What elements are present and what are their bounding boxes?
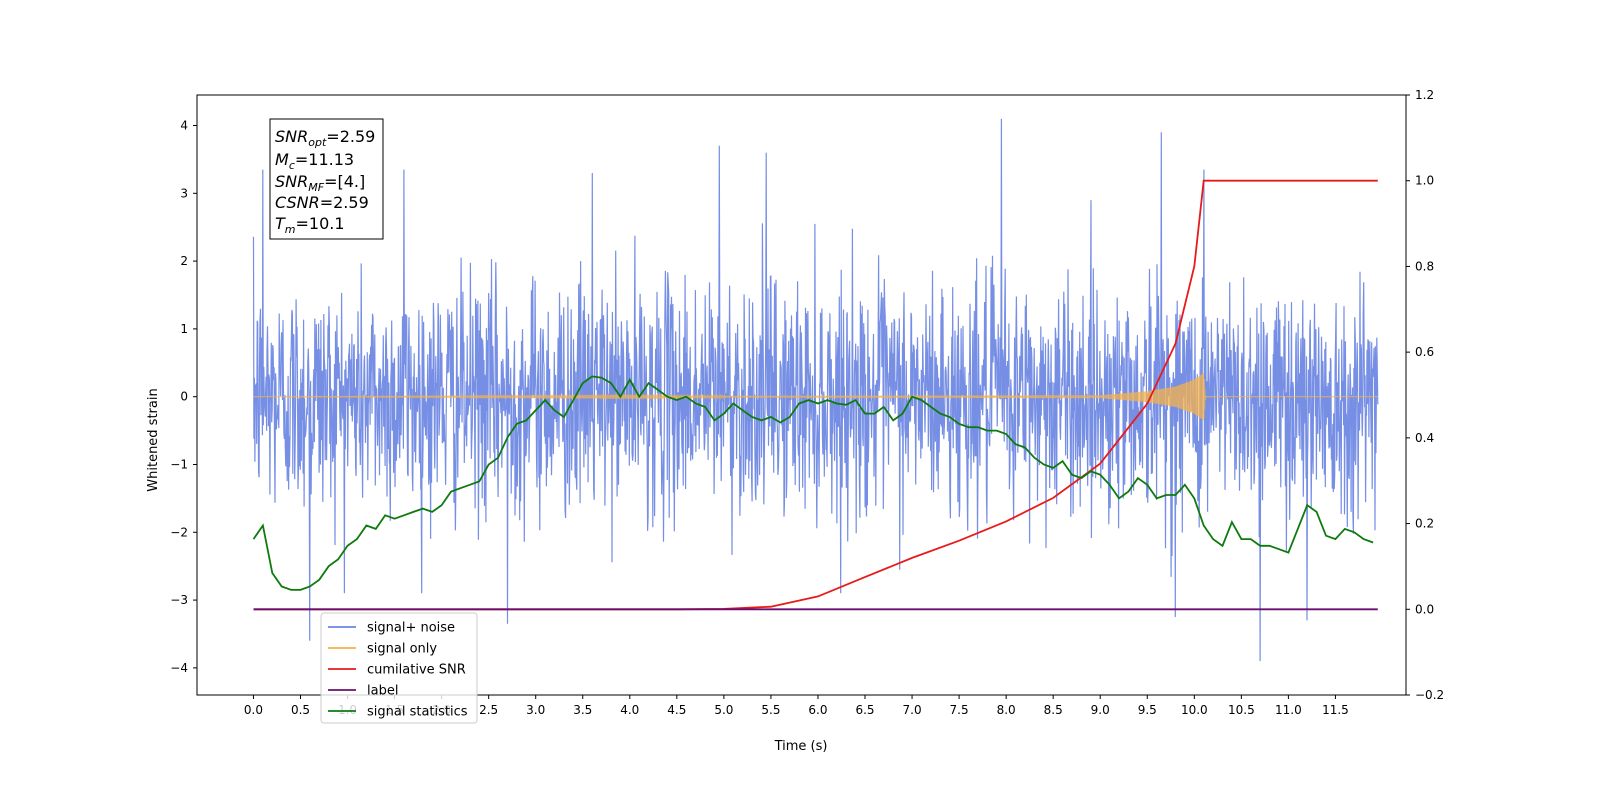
legend: signal+ noise signal only cumilative SNR la… [320,612,478,724]
series-cumulative-snr-line [253,179,1378,611]
y-tick-label: 1 [180,322,188,336]
y2-tick-label: 0.0 [1415,602,1434,616]
y-tick-label: 3 [180,186,188,200]
x-tick-label: 3.0 [526,703,545,717]
x-tick-label: 11.5 [1322,703,1349,717]
y-tick-label: −2 [170,525,188,539]
y-tick-label: 0 [180,390,188,404]
x-tick-label: 5.5 [761,703,780,717]
x-tick-label: 7.0 [903,703,922,717]
x-tick-label: 4.5 [667,703,686,717]
snr-opt-value: =2.59 [326,127,375,146]
x-tick-label: 2.5 [479,703,498,717]
mc-value: =11.13 [295,150,354,169]
y-tick-label: −1 [170,457,188,471]
y2-tick-label: 1.0 [1415,174,1434,188]
x-tick-label: 10.5 [1228,703,1255,717]
snr-opt-symbol: SNR [275,127,308,146]
svg-text:Mc=11.13: Mc=11.13 [275,150,354,172]
y2-tick-label: 0.2 [1415,517,1434,531]
legend-label: label [367,684,398,699]
svg-text:CSNR=2.59: CSNR=2.59 [275,193,369,212]
snr-mf-value: =[4.] [324,172,365,191]
x-tick-label: 9.5 [1138,703,1157,717]
legend-label: signal statistics [367,705,468,720]
y-tick-label: 4 [180,119,188,133]
x-tick-label: 7.5 [950,703,969,717]
x-tick-label: 6.5 [855,703,874,717]
legend-label: signal only [367,642,437,657]
y-tick-label: −3 [170,593,188,607]
svg-text:SNRopt=2.59: SNRopt=2.59 [275,127,375,149]
y2-tick-label: 0.8 [1415,259,1434,273]
y2-tick-label: 0.4 [1415,431,1434,445]
legend-label: cumilative SNR [367,663,466,678]
series-signal-noise-line [252,118,1379,662]
csnr-value: =2.59 [320,193,369,212]
x-tick-label: 3.5 [573,703,592,717]
x-tick-label: 10.0 [1181,703,1208,717]
y-tick-label: −4 [170,661,188,675]
svg-text:SNRMF=[4.]: SNRMF=[4.] [275,172,365,194]
x-tick-label: 4.0 [620,703,639,717]
y-tick-label: 2 [180,254,188,268]
x-tick-label: 8.5 [1044,703,1063,717]
y-axis-right: 1.2 1.0 0.8 0.6 0.4 0.2 0.0 −0.2 [1406,88,1444,702]
svg-text:Tm=10.1: Tm=10.1 [275,214,345,236]
y2-tick-label: −0.2 [1415,688,1444,702]
series-signal-only-line [253,373,1378,421]
series-signal-statistics-line [252,375,1374,591]
x-tick-label: 0.5 [291,703,310,717]
x-tick-label: 11.0 [1275,703,1302,717]
tm-value: =10.1 [296,214,345,233]
axes-frame [196,94,1407,696]
x-tick-label: 6.0 [808,703,827,717]
legend-label: signal+ noise [367,621,455,636]
plot-area [252,118,1379,662]
info-box: SNRopt=2.59 Mc=11.13 SNRMF=[4.] CSNR=2.5… [269,118,384,240]
y2-tick-label: 0.6 [1415,345,1434,359]
x-axis-label: Time (s) [774,739,828,754]
x-tick-label: 8.0 [997,703,1016,717]
y-axis-label: Whitened strain [146,388,161,491]
x-tick-label: 5.0 [714,703,733,717]
x-tick-label: 0.0 [244,703,263,717]
y-axis-left: 4 3 2 1 0 −1 −2 −3 −4 [170,119,197,675]
x-tick-label: 9.0 [1091,703,1110,717]
y2-tick-label: 1.2 [1415,88,1434,102]
